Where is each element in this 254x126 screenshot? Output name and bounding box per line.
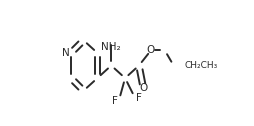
Text: O: O bbox=[139, 83, 148, 93]
Text: N: N bbox=[62, 48, 70, 58]
Text: O: O bbox=[147, 45, 155, 55]
Text: CH₂CH₃: CH₂CH₃ bbox=[184, 61, 218, 70]
Text: NH₂: NH₂ bbox=[101, 42, 121, 52]
Text: F: F bbox=[136, 93, 142, 103]
Text: F: F bbox=[112, 96, 118, 106]
